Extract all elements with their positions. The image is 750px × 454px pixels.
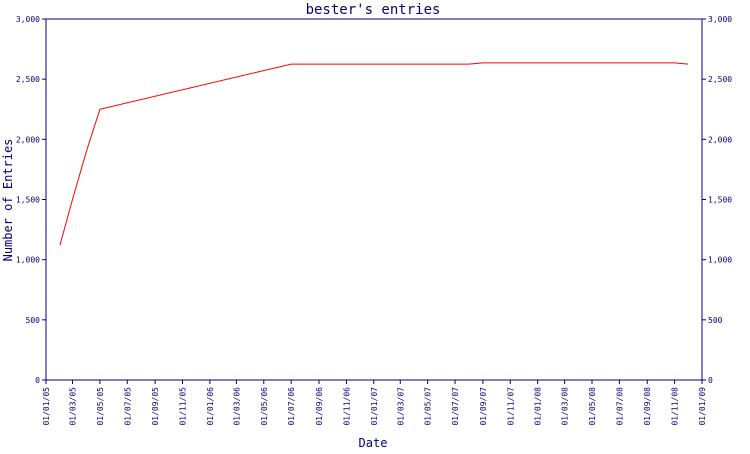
y-tick-label-left: 2,500 (16, 75, 40, 84)
x-tick-label: 01/03/07 (396, 387, 405, 426)
y-tick-label-right: 500 (708, 316, 723, 325)
x-tick-label: 01/01/07 (370, 387, 379, 426)
x-tick-label: 01/07/06 (287, 387, 296, 426)
y-tick-label-left: 2,000 (16, 135, 40, 144)
x-tick-label: 01/11/08 (671, 387, 680, 426)
y-tick-label-left: 3,000 (16, 15, 40, 24)
x-tick-label: 01/11/05 (178, 387, 187, 426)
x-axis-label: Date (359, 436, 388, 450)
x-tick-label: 01/07/05 (123, 387, 132, 426)
y-tick-label-right: 0 (708, 376, 713, 385)
x-tick-label: 01/03/08 (561, 387, 570, 426)
x-tick-label: 01/01/06 (206, 387, 215, 426)
y-tick-label-right: 2,000 (708, 135, 732, 144)
x-tick-label: 01/01/05 (42, 387, 51, 426)
x-tick-label: 01/09/05 (151, 387, 160, 426)
x-tick-label: 01/09/07 (479, 387, 488, 426)
y-tick-label-left: 1,000 (16, 256, 40, 265)
ticks-layer: 0 0 500 500 1,000 1,000 1,500 1,500 2,000 2,000 2,… (16, 15, 732, 426)
x-tick-label: 01/11/06 (342, 387, 351, 426)
y-axis-label: Number of Entries (1, 139, 15, 262)
x-tick-label: 01/03/06 (232, 387, 241, 426)
x-tick-label: 01/03/05 (68, 387, 77, 426)
y-tick-label-right: 1,000 (708, 256, 732, 265)
x-tick-label: 01/11/07 (506, 387, 515, 426)
y-tick-label-right: 1,500 (708, 196, 732, 205)
x-tick-label: 01/01/08 (534, 387, 543, 426)
y-tick-label-right: 2,500 (708, 75, 732, 84)
x-tick-label: 01/01/09 (698, 387, 707, 426)
x-tick-label: 01/05/05 (96, 387, 105, 426)
x-tick-label: 01/05/08 (588, 387, 597, 426)
x-tick-label: 01/09/06 (315, 387, 324, 426)
x-tick-label: 01/05/07 (424, 387, 433, 426)
chart-title: bester's entries (306, 2, 441, 18)
x-tick-label: 01/07/08 (615, 387, 624, 426)
y-tick-label-left: 500 (26, 316, 41, 325)
series-layer (59, 62, 689, 246)
series-line (59, 62, 689, 246)
y-tick-label-left: 0 (35, 376, 40, 385)
x-tick-label: 01/09/08 (643, 387, 652, 426)
y-tick-label-left: 1,500 (16, 196, 40, 205)
x-tick-label: 01/07/07 (451, 387, 460, 426)
x-tick-label: 01/05/06 (260, 387, 269, 426)
y-tick-label-right: 3,000 (708, 15, 732, 24)
